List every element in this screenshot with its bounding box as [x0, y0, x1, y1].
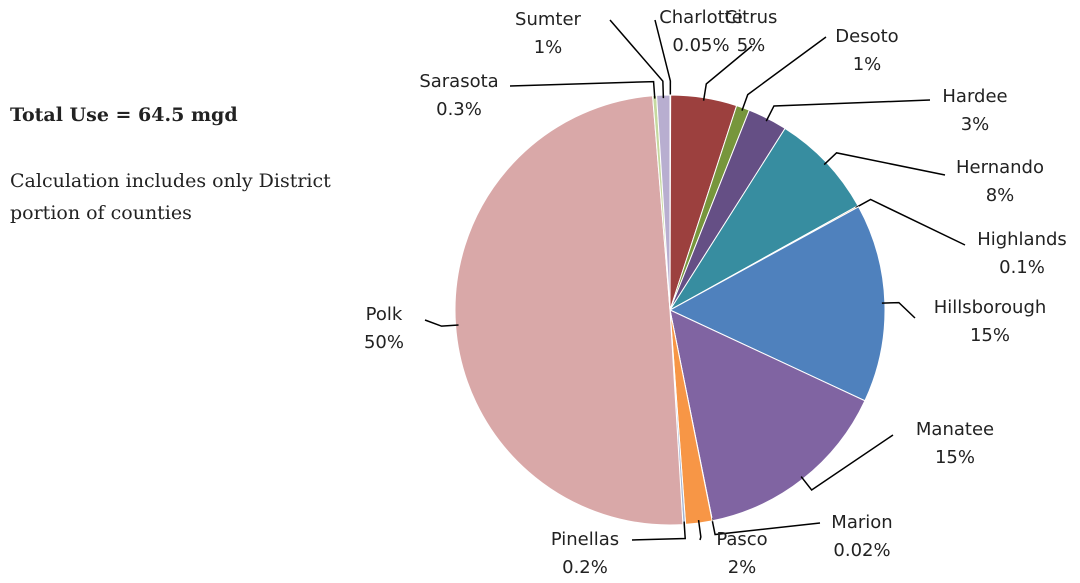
leader-line — [424, 319, 459, 327]
slice-value-label: 5% — [737, 35, 766, 56]
slice-label: Citrus — [725, 7, 778, 28]
slice-label: Marion — [831, 512, 892, 533]
slice-label: Pinellas — [551, 529, 619, 550]
leader-line — [800, 434, 894, 491]
slice-value-label: 0.02% — [833, 540, 890, 561]
leader-line — [881, 301, 916, 319]
leader-line — [711, 517, 821, 536]
leader-line — [654, 19, 672, 99]
leader-line — [741, 36, 827, 111]
slice-value-label: 0.05% — [672, 35, 729, 56]
slice-label: Highlands — [977, 229, 1067, 250]
slice-value-label: 0.2% — [562, 557, 608, 578]
leader-line — [631, 521, 687, 541]
total-note: Total Use = 64.5 mgd — [10, 104, 238, 126]
slice-value-label: 50% — [364, 332, 404, 353]
pie-slice — [454, 95, 684, 526]
leader-line — [609, 19, 665, 99]
slice-label: Sumter — [515, 9, 582, 30]
slice-value-label: 2% — [728, 557, 757, 578]
calc-note: Calculation includes only District — [10, 170, 331, 192]
slice-label: Desoto — [835, 26, 898, 47]
slice-value-label: 15% — [935, 447, 975, 468]
leader-line — [765, 99, 931, 122]
slice-value-label: 1% — [534, 37, 563, 58]
leader-line — [702, 45, 753, 101]
slice-label: Hernando — [956, 157, 1044, 178]
slice-label: Charlotte — [659, 7, 743, 28]
leader-line — [855, 198, 966, 246]
slice-label: Manatee — [916, 419, 994, 440]
slice-label: Polk — [366, 304, 403, 325]
slice-value-label: 15% — [970, 325, 1010, 346]
slice-label: Pasco — [716, 529, 767, 550]
leader-line — [509, 80, 656, 99]
slice-label: Hardee — [942, 86, 1007, 107]
leader-line — [823, 152, 946, 176]
slice-value-label: 8% — [986, 185, 1015, 206]
slice-value-label: 0.1% — [999, 257, 1045, 278]
leader-line — [697, 519, 702, 541]
slice-label: Hillsborough — [934, 297, 1047, 318]
slice-label: Sarasota — [419, 71, 498, 92]
calc-note: portion of counties — [10, 202, 192, 224]
slice-value-label: 1% — [853, 54, 882, 75]
slice-value-label: 0.3% — [436, 99, 482, 120]
slice-value-label: 3% — [961, 114, 990, 135]
